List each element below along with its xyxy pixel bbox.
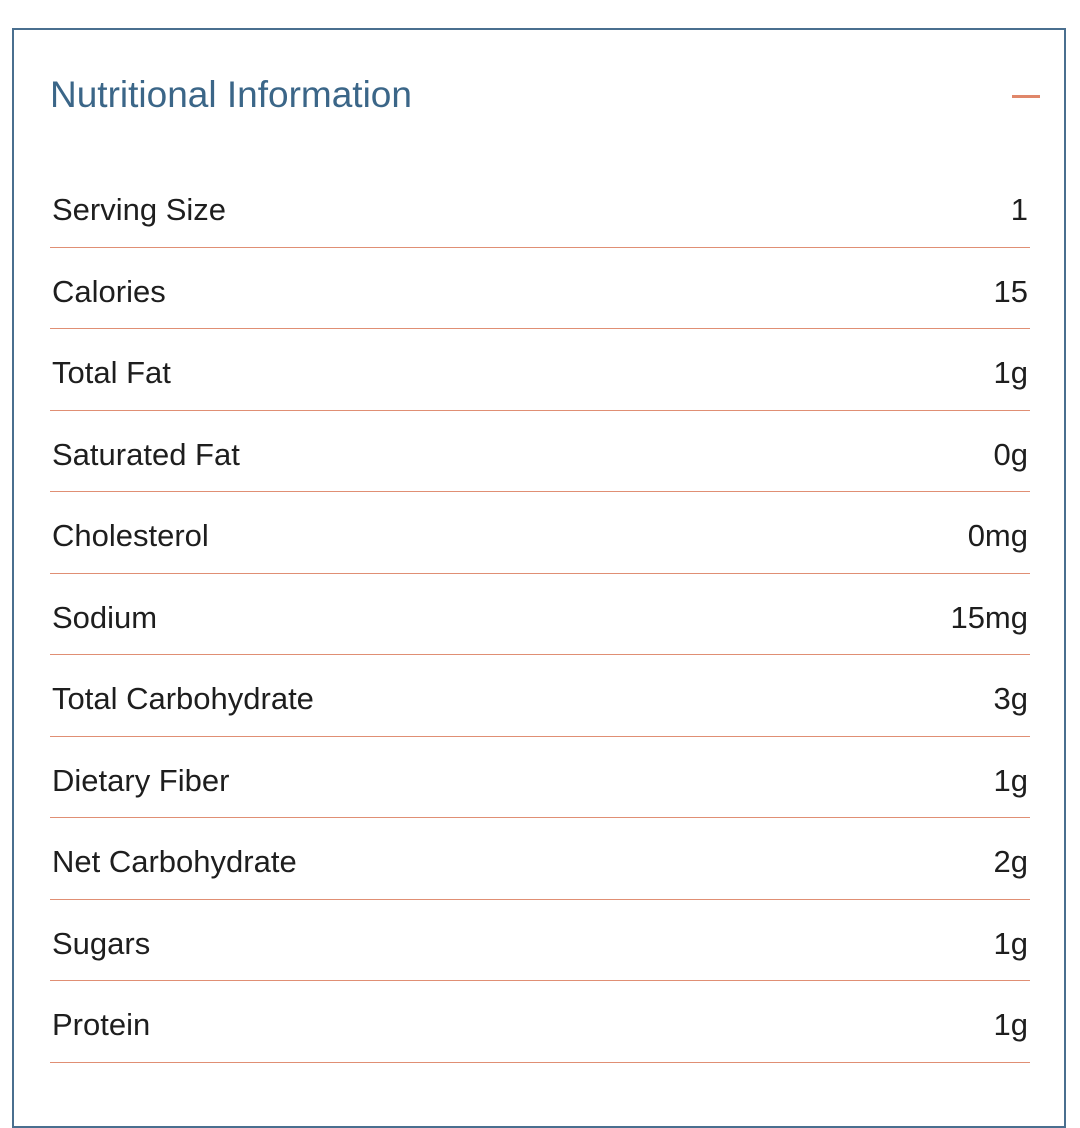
nutrient-label: Serving Size <box>52 192 227 227</box>
nutrient-value: 1g <box>993 762 1028 798</box>
nutrient-value: 1g <box>993 1007 1028 1042</box>
nutrition-row: Net Carbohydrate 2g <box>50 818 1030 900</box>
nutrient-label: Total Fat <box>52 355 171 390</box>
nutrient-value: 1 <box>1010 192 1028 227</box>
nutrient-label: Sodium <box>52 599 158 635</box>
nutrition-row: Saturated Fat 0g <box>50 411 1030 492</box>
nutrient-value: 0mg <box>967 518 1028 553</box>
nutrition-row: Total Carbohydrate 3g <box>50 655 1030 737</box>
nutrition-row: Total Fat 1g <box>50 329 1030 411</box>
nutrition-table: Serving Size 1 Calories 15 Total Fat 1g … <box>50 166 1030 1063</box>
nutrient-value: 2g <box>993 844 1028 879</box>
nutrition-row: Sodium 15mg <box>50 574 1030 655</box>
nutrient-label: Cholesterol <box>52 518 209 553</box>
minus-icon[interactable] <box>1012 84 1042 108</box>
nutrient-value: 1g <box>993 925 1028 961</box>
nutrient-label: Net Carbohydrate <box>52 844 297 879</box>
collapse-toggle-bar <box>1012 95 1040 98</box>
nutrient-label: Calories <box>52 273 166 309</box>
nutrient-label: Dietary Fiber <box>52 762 230 798</box>
nutrition-panel: Nutritional Information Serving Size 1 C… <box>12 28 1066 1128</box>
nutrient-value: 0g <box>993 436 1028 472</box>
nutrition-row: Serving Size 1 <box>50 166 1030 248</box>
nutrition-row: Dietary Fiber 1g <box>50 737 1030 818</box>
nutrient-label: Total Carbohydrate <box>52 681 314 716</box>
nutrient-label: Protein <box>52 1007 151 1042</box>
nutrition-panel-header[interactable]: Nutritional Information <box>50 70 1042 120</box>
nutrient-value: 1g <box>993 355 1028 390</box>
nutrition-row: Calories 15 <box>50 248 1030 329</box>
nutrition-row: Sugars 1g <box>50 900 1030 981</box>
nutrition-row: Cholesterol 0mg <box>50 492 1030 574</box>
nutrient-label: Sugars <box>52 925 151 961</box>
nutrient-value: 15 <box>993 273 1028 309</box>
nutrient-value: 3g <box>993 681 1028 716</box>
panel-title: Nutritional Information <box>50 74 412 115</box>
nutrition-row: Protein 1g <box>50 981 1030 1063</box>
nutrient-value: 15mg <box>950 599 1028 635</box>
nutrient-label: Saturated Fat <box>52 436 240 472</box>
